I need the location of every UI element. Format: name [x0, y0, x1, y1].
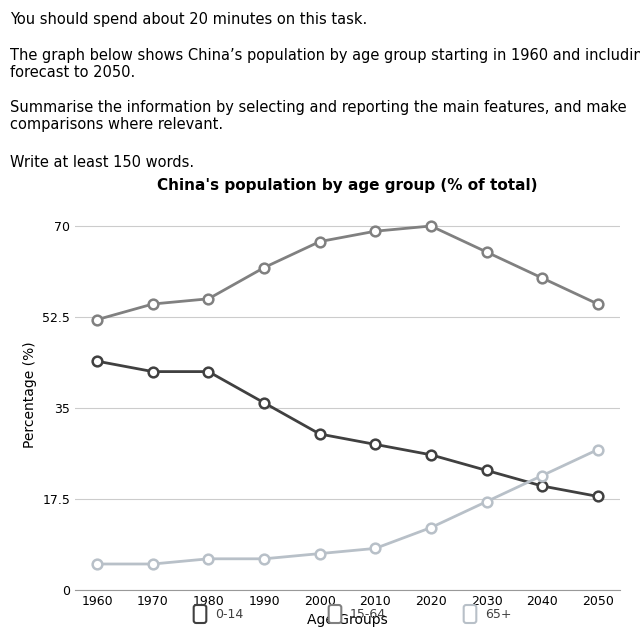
- Text: You should spend about 20 minutes on this task.: You should spend about 20 minutes on thi…: [10, 12, 367, 27]
- Text: 65+: 65+: [485, 607, 511, 621]
- Text: 15-64: 15-64: [350, 607, 386, 621]
- Text: Summarise the information by selecting and reporting the main features, and make: Summarise the information by selecting a…: [10, 100, 627, 132]
- Text: 0-14: 0-14: [215, 607, 243, 621]
- Text: o: o: [196, 607, 204, 621]
- X-axis label: Age Groups: Age Groups: [307, 614, 388, 628]
- Text: Write at least 150 words.: Write at least 150 words.: [10, 155, 194, 170]
- Text: o: o: [331, 607, 339, 621]
- Text: The graph below shows China’s population by age group starting in 1960 and inclu: The graph below shows China’s population…: [10, 48, 640, 80]
- Text: o: o: [466, 607, 474, 621]
- Title: China's population by age group (% of total): China's population by age group (% of to…: [157, 178, 538, 193]
- Y-axis label: Percentage (%): Percentage (%): [22, 342, 36, 448]
